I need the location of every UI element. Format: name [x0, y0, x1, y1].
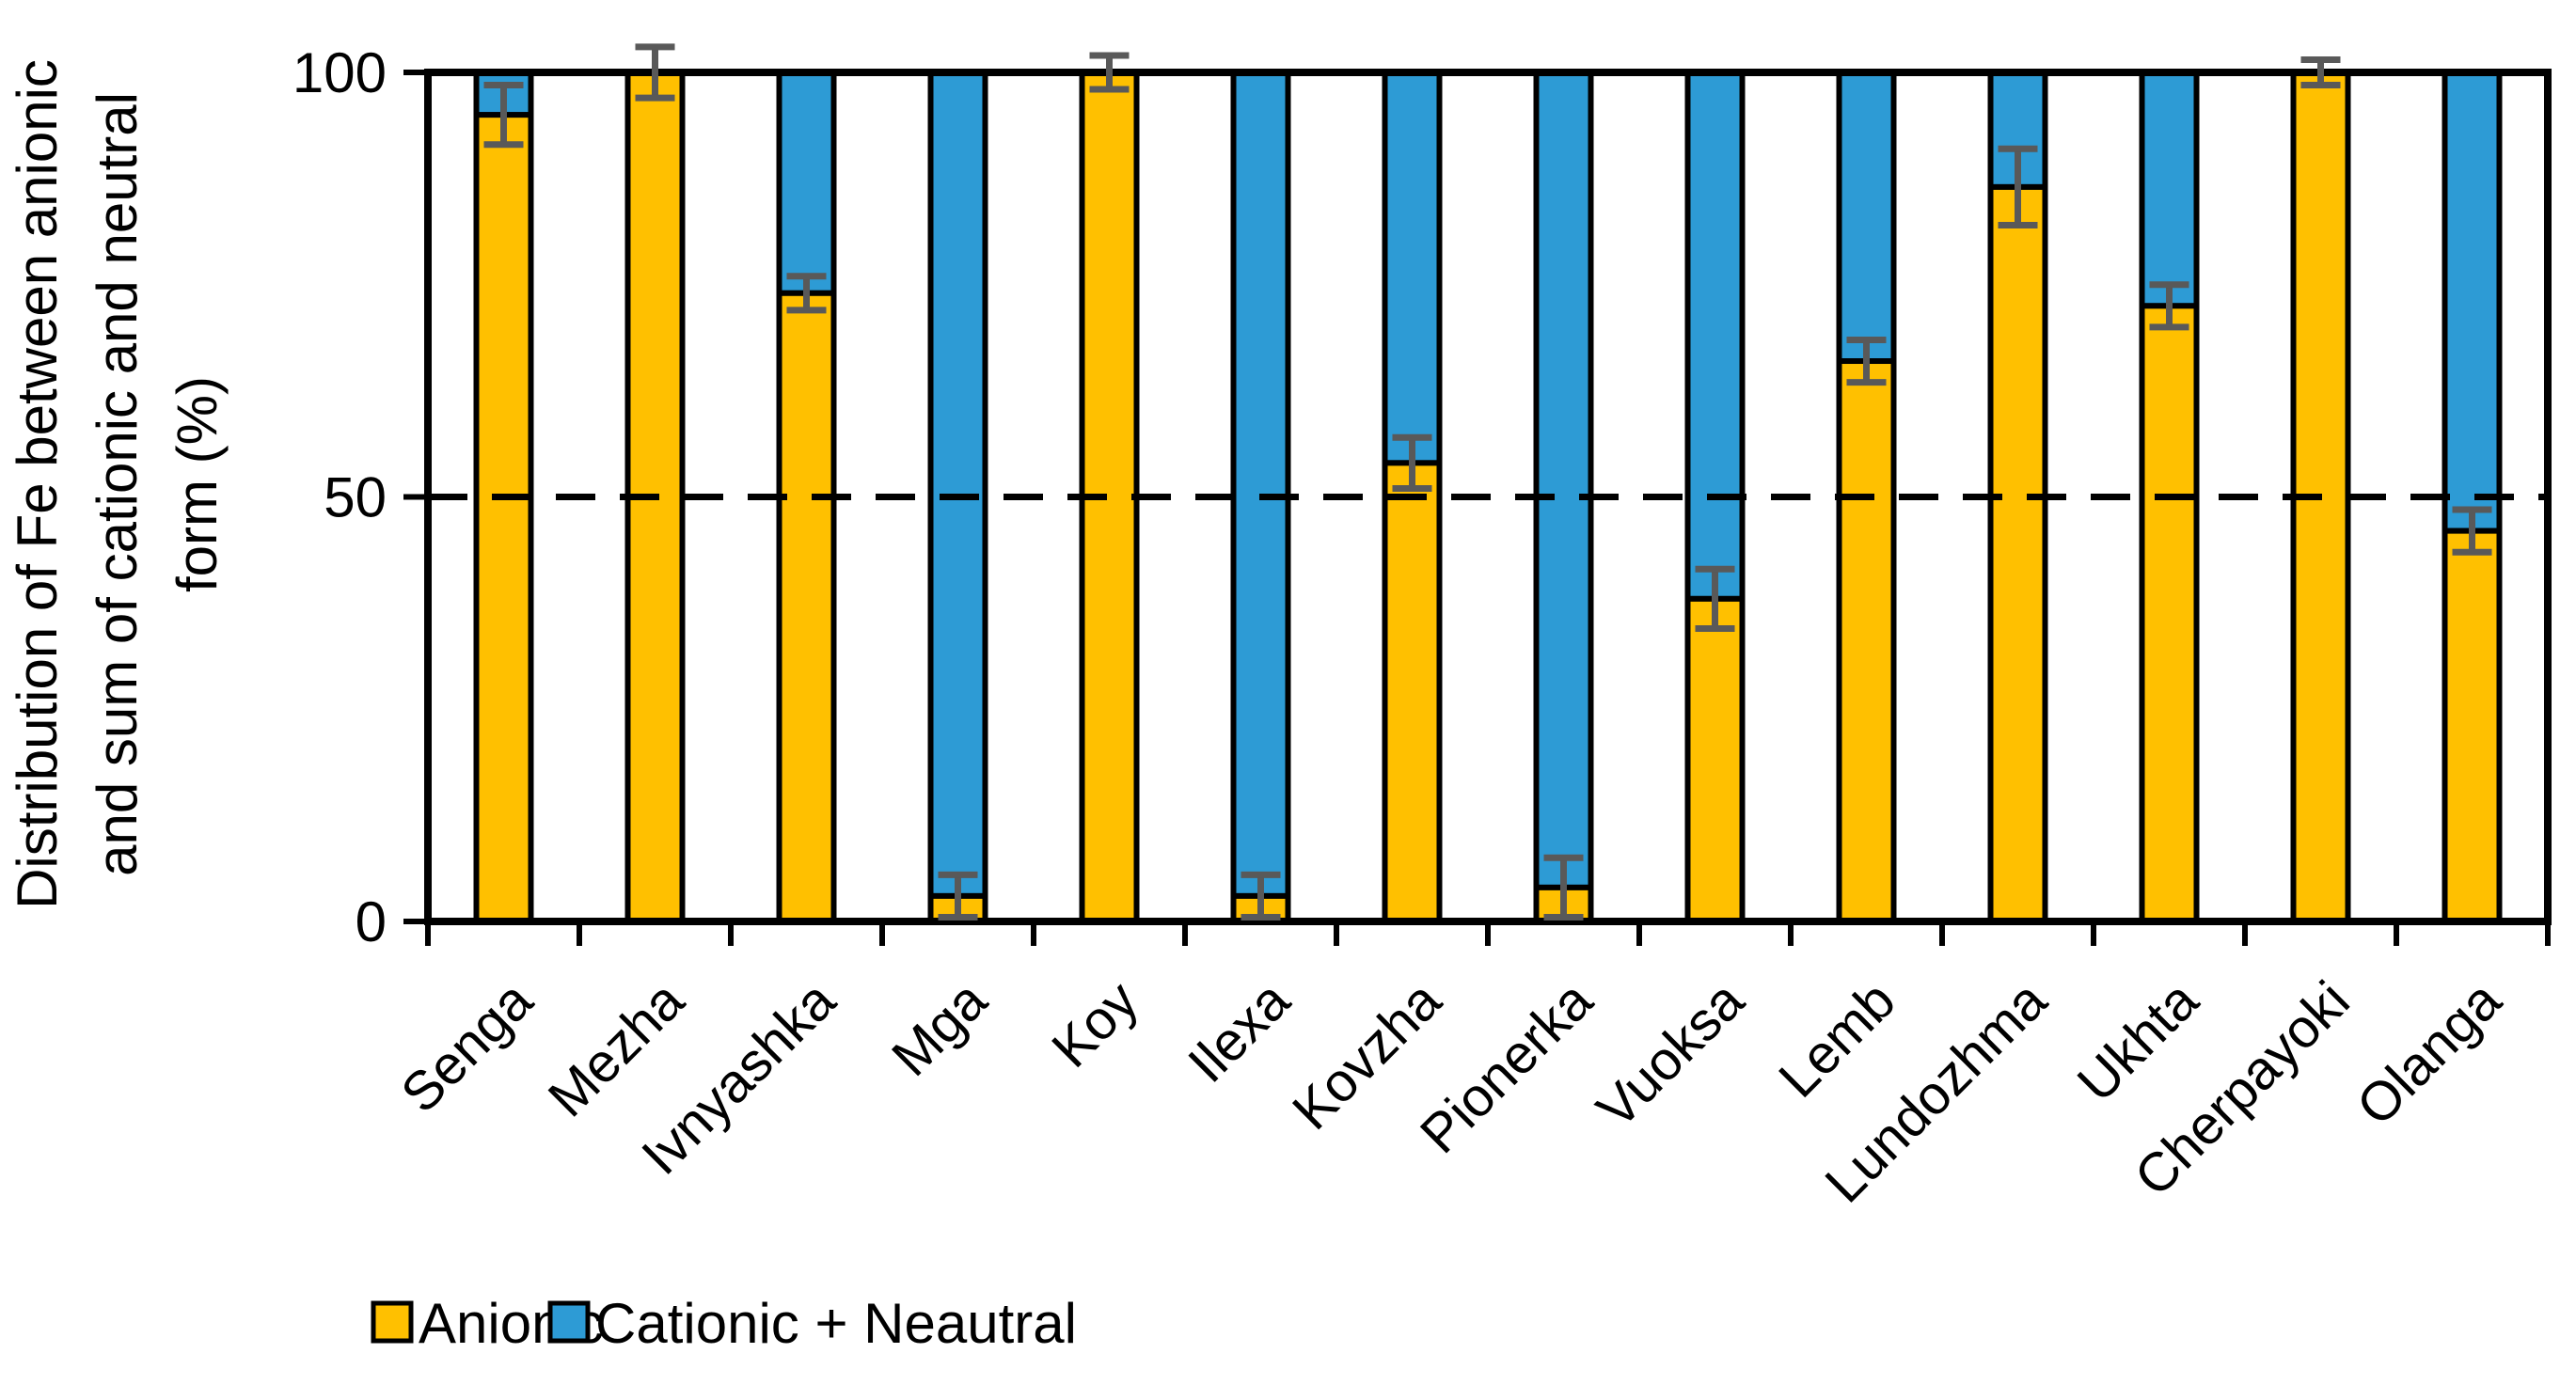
y-axis-title-line-2: and sum of cationic and neutral	[86, 92, 149, 876]
error-bar-cherpayoki	[2300, 55, 2341, 89]
x-axis-ticks	[425, 921, 2551, 946]
y-axis-title-line-1: Distribution of Fe between anionic	[6, 59, 69, 909]
bar-segment-anionic	[2442, 527, 2503, 924]
bar-segment-cationic-neutral	[1382, 70, 1443, 466]
error-bar-senga	[483, 82, 524, 149]
bar-segment-anionic	[2139, 303, 2200, 924]
bar-kovzha	[1382, 70, 1443, 924]
bar-segment-anionic	[1987, 183, 2048, 924]
y-axis: 0 50 100	[292, 41, 428, 953]
bar-segment-anionic	[473, 112, 534, 924]
legend-swatch-cationic-neutral	[547, 1300, 591, 1344]
bar-segment-anionic	[1684, 595, 1746, 924]
legend-label-cationic-neutral: Cationic + Neautral	[595, 1292, 1077, 1355]
error-bar-vuoksa	[1695, 565, 1735, 632]
legend-swatch-anionic	[371, 1300, 414, 1344]
error-bar-lundozhma	[1998, 145, 2038, 229]
error-bars	[483, 43, 2492, 921]
x-tick-label-senga: Senga	[389, 969, 545, 1125]
error-bar-pionerka	[1543, 854, 1584, 921]
y-axis-title: Distribution of Fe between anionic and su…	[6, 59, 229, 909]
error-bar-kovzha	[1392, 433, 1432, 492]
bar-segment-cationic-neutral	[2139, 70, 2200, 309]
y-tick-label: 50	[324, 466, 387, 529]
x-tick-label-mga: Mga	[880, 969, 999, 1088]
x-tick-label-koy: Koy	[1040, 969, 1150, 1079]
error-bar-ilexa	[1241, 871, 1281, 921]
bar-segment-anionic	[1836, 358, 1897, 924]
x-tick-label-vuoksa: Vuoksa	[1585, 969, 1756, 1141]
bar-segment-cationic-neutral	[1684, 70, 1746, 602]
y-tick-label: 0	[356, 890, 387, 953]
y-axis-title-line-3: form (%)	[166, 376, 229, 592]
bar-lemb	[1836, 70, 1897, 924]
bar-segment-cationic-neutral	[1533, 70, 1594, 890]
x-tick-label-ilexa: Ilexa	[1177, 969, 1302, 1094]
error-bar-mezha	[635, 43, 675, 102]
x-tick-label-ukhta: Ukhta	[2066, 969, 2211, 1114]
error-bar-ivnyashka	[786, 273, 827, 314]
bar-olanga	[2442, 70, 2503, 924]
error-bar-olanga	[2452, 506, 2492, 556]
bar-segment-anionic	[776, 290, 837, 924]
bar-segment-cationic-neutral	[1836, 70, 1897, 365]
error-bar-mga	[938, 871, 978, 921]
error-bar-ukhta	[2149, 281, 2189, 331]
x-tick-label-olanga: Olanga	[2345, 969, 2513, 1138]
bar-segment-cationic-neutral	[1230, 70, 1291, 899]
bar-segment-cationic-neutral	[927, 70, 988, 899]
error-bar-koy	[1089, 52, 1130, 93]
error-bar-lemb	[1846, 336, 1887, 386]
bar-segment-cationic-neutral	[776, 70, 837, 296]
bar-lundozhma	[1987, 70, 2048, 924]
bar-segment-anionic	[1382, 460, 1443, 924]
bar-segment-cationic-neutral	[2442, 70, 2503, 534]
x-tick-label-lemb: Lemb	[1767, 969, 1907, 1110]
y-tick-label: 100	[292, 41, 387, 104]
